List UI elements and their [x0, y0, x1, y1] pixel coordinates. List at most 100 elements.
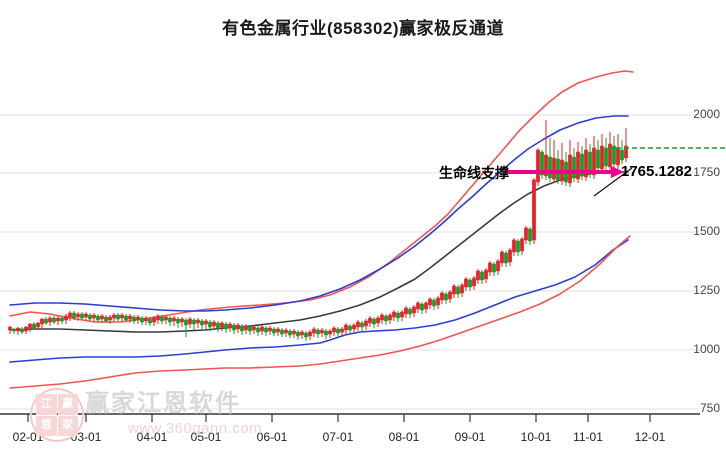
candle-body: [64, 315, 68, 321]
candle-body: [356, 321, 360, 328]
candle-body: [72, 312, 76, 319]
candle-body: [68, 312, 72, 318]
candle-body: [216, 322, 220, 329]
candle-body: [204, 320, 208, 325]
candle-body: [268, 327, 272, 332]
candle-body: [224, 323, 228, 330]
channel-line: [9, 115, 629, 312]
candle-body: [384, 315, 388, 322]
candle-body: [260, 326, 264, 332]
candle-body: [124, 315, 128, 321]
candle-body: [84, 313, 88, 318]
channel-line: [9, 171, 629, 333]
candle-body: [304, 332, 308, 338]
seal-char: 赢: [57, 394, 78, 415]
candle-body: [420, 303, 424, 311]
candle-body: [192, 319, 196, 325]
candle-body: [436, 297, 440, 306]
candle-body: [496, 260, 500, 272]
candle-body: [512, 239, 516, 253]
candle-body: [500, 251, 504, 264]
candle-body: [136, 316, 140, 321]
candle-body: [440, 292, 444, 301]
candle-body: [616, 147, 620, 166]
candle-body: [532, 179, 536, 241]
candle-body: [200, 320, 204, 326]
candle-body: [376, 317, 380, 324]
candle-body: [12, 328, 16, 332]
candle-body: [80, 313, 84, 319]
candle-body: [320, 329, 324, 334]
candle-body: [372, 318, 376, 325]
candle-body: [584, 149, 588, 178]
candle-body: [248, 326, 252, 332]
candle-body: [180, 318, 184, 323]
candle-body: [432, 299, 436, 307]
candle-body: [468, 279, 472, 288]
candle-body: [400, 311, 404, 318]
channel-line: [9, 70, 634, 323]
candle-body: [264, 327, 268, 333]
candle-body: [284, 329, 288, 334]
x-axis-label: 03-01: [70, 430, 102, 444]
candle-body: [580, 153, 584, 177]
candle-body: [408, 308, 412, 315]
candle-body: [316, 329, 320, 335]
candle-body: [104, 316, 108, 322]
channel-line: [9, 239, 629, 363]
candle-body: [228, 323, 232, 329]
candle-body: [348, 325, 352, 331]
chart-title: 有色金属行业(858302)赢家极反通道: [221, 19, 505, 38]
support-annotation-label: 生命线支撑: [439, 165, 509, 181]
candle-body: [60, 317, 64, 322]
seal-char: 恩: [36, 415, 57, 436]
candle-body: [444, 293, 448, 301]
x-axis-label: 06-01: [256, 430, 288, 444]
candle-body: [296, 331, 300, 337]
candle-body: [8, 326, 12, 331]
seal-char: 家: [57, 415, 78, 436]
candle-body: [288, 330, 292, 336]
candle-body: [24, 326, 28, 332]
candle-body: [504, 252, 508, 264]
channel-line: [9, 235, 631, 389]
candle-body: [108, 316, 112, 321]
candle-body: [32, 323, 36, 329]
candle-body: [344, 324, 348, 331]
candle-body: [144, 317, 148, 322]
support-price-value: 1765.1282: [621, 163, 692, 180]
candle-body: [424, 302, 428, 310]
x-axis-label: 11-01: [573, 430, 603, 444]
candle-body: [312, 328, 316, 334]
y-axis-label: 2000: [693, 107, 720, 121]
candle-body: [220, 322, 224, 328]
x-axis-ticks: [27, 414, 651, 422]
candle-body: [236, 324, 240, 330]
x-axis-label: 02-01: [12, 430, 44, 444]
candle-body: [360, 322, 364, 328]
watermark-seal-logo: 江赢恩家: [30, 388, 84, 442]
y-axis-label: 1500: [693, 224, 720, 238]
x-axis-label: 04-01: [136, 430, 168, 444]
candle-body: [604, 147, 608, 167]
candle-body: [100, 315, 104, 320]
candle-body: [452, 285, 456, 295]
candle-body: [540, 151, 544, 176]
candle-body: [472, 277, 476, 287]
candle-body: [276, 328, 280, 333]
value-leader-line-icon: [593, 167, 633, 197]
candle-body: [396, 312, 400, 319]
candle-body: [404, 307, 408, 315]
candle-body: [44, 318, 48, 324]
x-axis-label: 09-01: [454, 430, 486, 444]
candle-body: [388, 314, 392, 321]
candle-body: [116, 314, 120, 320]
candle-body: [576, 151, 580, 180]
arrow-head: [611, 166, 624, 178]
candle-body: [460, 284, 464, 294]
candle-body: [240, 325, 244, 332]
candle-body: [168, 317, 172, 323]
candle-body: [140, 317, 144, 323]
candle-body: [328, 330, 332, 335]
